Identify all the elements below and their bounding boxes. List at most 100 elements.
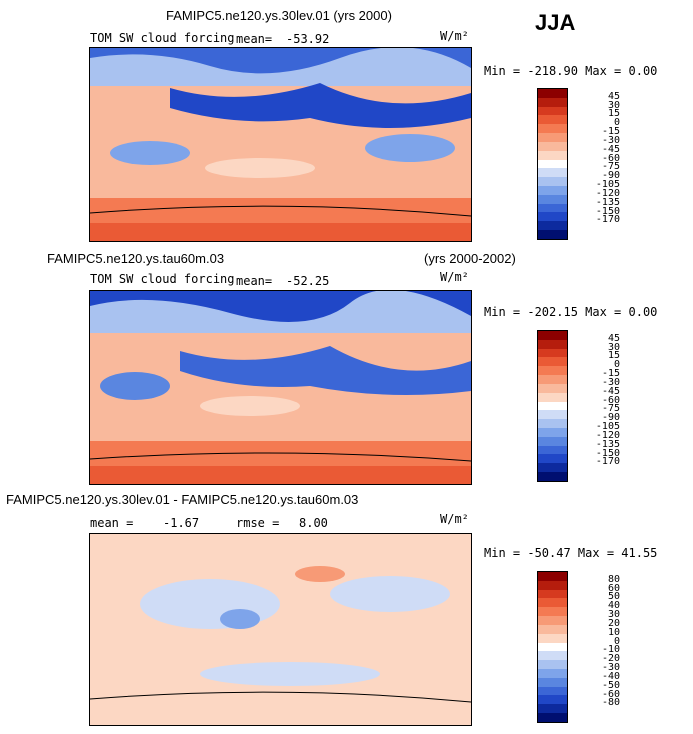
colorbar-swatch: [538, 472, 567, 481]
panel3-rmse-value: 8.00: [299, 516, 328, 530]
colorbar-swatch: [538, 124, 567, 134]
colorbar-swatch: [538, 616, 567, 625]
colorbar-swatch: [538, 203, 567, 213]
colorbar-swatch: [538, 572, 567, 581]
panel3-map-svg: [90, 534, 471, 725]
colorbar-swatch: [538, 159, 567, 169]
panel3-mean-label: mean =: [90, 516, 134, 530]
colorbar-tick-label: -75: [601, 403, 620, 415]
colorbar-swatch: [538, 106, 567, 116]
colorbar-swatch: [538, 695, 567, 705]
colorbar-swatch: [538, 133, 567, 142]
colorbar-tick-label: -30: [601, 662, 620, 674]
panel1-colorbar: [537, 88, 568, 240]
colorbar-tick-label: 10: [607, 626, 620, 638]
colorbar-tick-label: 45: [607, 332, 620, 344]
panel3-min-max: Min = -50.47 Max = 41.55: [484, 546, 658, 560]
colorbar-swatch: [538, 463, 567, 472]
colorbar-tick-label: -120: [595, 429, 620, 441]
colorbar-swatch: [538, 194, 567, 204]
colorbar-tick-label: -60: [601, 394, 620, 406]
colorbar-tick-label: -135: [595, 438, 620, 450]
colorbar-swatch: [538, 168, 567, 178]
colorbar-tick-label: 15: [607, 350, 620, 362]
colorbar-swatch: [538, 598, 567, 608]
colorbar-swatch: [538, 383, 567, 393]
season-label: JJA: [535, 10, 576, 35]
colorbar-swatch: [538, 704, 567, 713]
colorbar-tick-label: -50: [601, 679, 620, 691]
colorbar-tick-label: -170: [595, 214, 620, 226]
colorbar-swatch: [538, 221, 567, 230]
colorbar-tick-label: -45: [601, 143, 620, 155]
panel3-units: W/m²: [440, 512, 469, 526]
colorbar-swatch: [538, 150, 567, 160]
panel3-colorbar-labels: 80 60 50 40 30 20 10 0 -10 -20 -30 -40 -50 -60 -80: [570, 571, 620, 721]
panel2-mean-value: -52.25: [286, 274, 330, 288]
panel3-map: [89, 533, 472, 726]
panel1-units: W/m²: [440, 29, 469, 43]
panel3-colorbar: [537, 571, 568, 723]
colorbar-swatch: [538, 445, 567, 455]
colorbar-swatch: [538, 651, 567, 661]
colorbar-swatch: [538, 454, 567, 464]
colorbar-swatch: [538, 97, 567, 107]
colorbar-tick-label: -105: [595, 421, 620, 433]
colorbar-swatch: [538, 436, 567, 446]
colorbar-swatch: [538, 419, 567, 428]
colorbar-swatch: [538, 392, 567, 402]
colorbar-swatch: [538, 212, 567, 222]
colorbar-swatch: [538, 115, 567, 125]
panel2-min-max: Min = -202.15 Max = 0.00: [484, 305, 658, 319]
colorbar-tick-label: 40: [607, 600, 620, 612]
colorbar-swatch: [538, 607, 567, 617]
colorbar-tick-label: 30: [607, 99, 620, 111]
colorbar-swatch: [538, 357, 567, 367]
colorbar-tick-label: -20: [601, 653, 620, 665]
colorbar-tick-label: -80: [601, 697, 620, 709]
colorbar-tick-label: 80: [607, 573, 620, 585]
colorbar-swatch: [538, 660, 567, 669]
panel2-units: W/m²: [440, 270, 469, 284]
colorbar-swatch: [538, 401, 567, 411]
colorbar-tick-label: 45: [607, 90, 620, 102]
colorbar-tick-label: -120: [595, 187, 620, 199]
colorbar-tick-label: 0: [613, 635, 620, 647]
colorbar-tick-label: -150: [595, 205, 620, 217]
colorbar-swatch: [538, 713, 567, 722]
panel2-years: (yrs 2000-2002): [424, 251, 516, 266]
colorbar-tick-label: -75: [601, 161, 620, 173]
colorbar-swatch: [538, 141, 567, 151]
colorbar-swatch: [538, 580, 567, 590]
colorbar-swatch: [538, 589, 567, 599]
colorbar-swatch: [538, 185, 567, 195]
colorbar-tick-label: -60: [601, 688, 620, 700]
colorbar-tick-label: -90: [601, 170, 620, 182]
colorbar-swatch: [538, 375, 567, 384]
panel3-rmse-label: rmse =: [236, 516, 280, 530]
panel1-mean-value: -53.92: [286, 32, 330, 46]
colorbar-tick-label: -30: [601, 376, 620, 388]
colorbar-swatch: [538, 230, 567, 239]
colorbar-swatch: [538, 177, 567, 186]
colorbar-tick-label: -10: [601, 644, 620, 656]
panel2-mean-label: mean=: [236, 274, 273, 288]
colorbar-swatch: [538, 339, 567, 349]
panel3-mean-value: -1.67: [163, 516, 200, 530]
colorbar-tick-label: -15: [601, 126, 620, 138]
colorbar-swatch: [538, 668, 567, 678]
colorbar-tick-label: -90: [601, 412, 620, 424]
colorbar-swatch: [538, 410, 567, 420]
panel1-field-label: TOM SW cloud forcing: [90, 31, 235, 45]
colorbar-tick-label: 50: [607, 591, 620, 603]
colorbar-tick-label: -60: [601, 152, 620, 164]
colorbar-swatch: [538, 89, 567, 98]
panel1-colorbar-labels: 45 30 15 0 -15 -30 -45 -60 -75 -90 -105 -120 -135 -15…: [570, 88, 620, 238]
colorbar-swatch: [538, 686, 567, 696]
colorbar-tick-label: -40: [601, 670, 620, 682]
panel2-colorbar-labels: 45 30 15 0 -15 -30 -45 -60 -75 -90 -105 -120 -135 -15…: [570, 330, 620, 480]
colorbar-tick-label: -135: [595, 196, 620, 208]
panel1-min-max: Min = -218.90 Max = 0.00: [484, 64, 658, 78]
colorbar-tick-label: -105: [595, 179, 620, 191]
colorbar-tick-label: -45: [601, 385, 620, 397]
